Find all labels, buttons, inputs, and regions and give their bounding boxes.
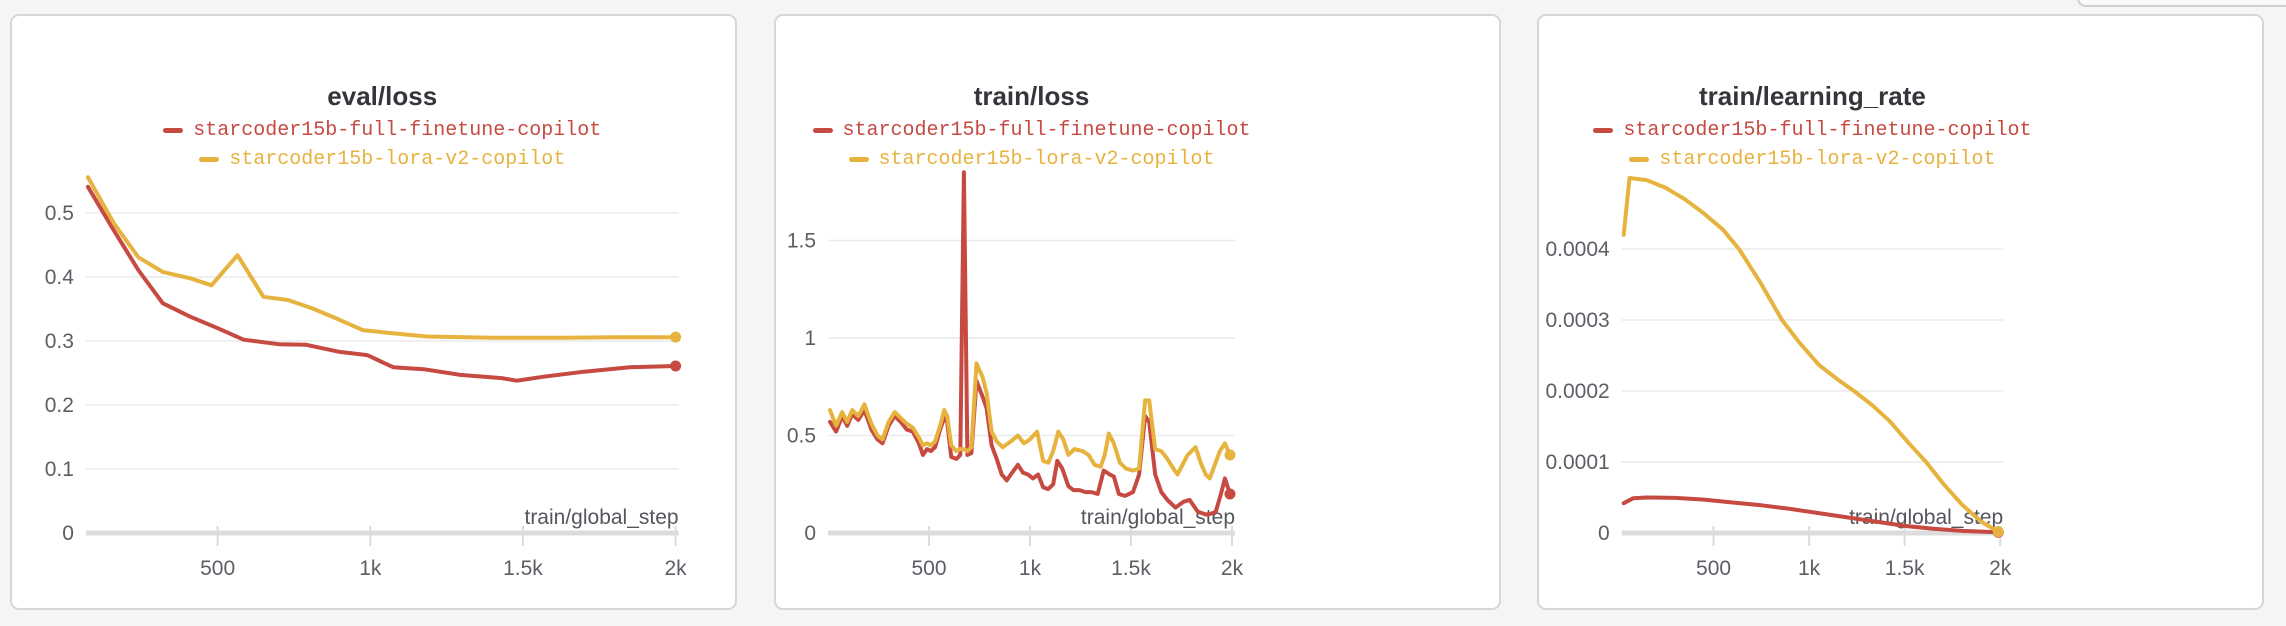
chart-title: train/learning_rate xyxy=(1699,81,1926,111)
chart-header: eval/loss starcoder15b-full-finetune-cop… xyxy=(163,82,601,174)
x-axis-label: train/global_step xyxy=(524,506,678,529)
x-tick-label: 1k xyxy=(1798,557,1821,580)
y-tick-label: 0.0002 xyxy=(1545,380,1609,403)
x-tick-label: 1.5k xyxy=(1111,557,1151,580)
series-line xyxy=(85,175,678,340)
line-chart[interactable]: 0 0.5 1 1.5 500 1k 1.5k 2k train/global_step xyxy=(776,16,1499,608)
series-end-dot xyxy=(1224,449,1236,461)
chart-header: train/loss starcoder15b-full-finetune-co… xyxy=(812,81,1251,174)
y-tick-label: 0 xyxy=(804,522,816,545)
x-axis-label: train/global_step xyxy=(1849,506,2003,529)
x-axis-label: train/global_step xyxy=(1081,506,1235,529)
legend-item[interactable]: starcoder15b-lora-v2-copilot xyxy=(199,145,565,174)
series-line xyxy=(1621,495,2001,535)
x-tick-label: 1k xyxy=(1019,557,1042,580)
series-line xyxy=(85,184,678,383)
legend-item[interactable]: starcoder15b-full-finetune-copilot xyxy=(812,116,1251,145)
series-end-dot xyxy=(1992,526,2004,538)
legend-label: starcoder15b-full-finetune-copilot xyxy=(1623,119,2032,142)
clipped-panel-edge xyxy=(2077,0,2286,7)
y-tick-label: 0.5 xyxy=(787,425,816,448)
chart-legend: starcoder15b-full-finetune-copilot starc… xyxy=(1593,116,2031,174)
legend-swatch-icon xyxy=(163,128,184,133)
series-line xyxy=(828,361,1232,481)
y-tick-label: 0.3 xyxy=(45,330,74,353)
series-end-dot xyxy=(670,331,682,343)
line-chart[interactable]: 0 0.1 0.2 0.3 0.4 0.5 500 1k 1.5k 2k train/global_… xyxy=(12,16,735,608)
chart-panel-eval-loss: eval/loss starcoder15b-full-finetune-cop… xyxy=(10,14,737,610)
y-tick-label: 0.2 xyxy=(45,394,74,417)
series-line xyxy=(828,170,1232,517)
legend-item[interactable]: starcoder15b-lora-v2-copilot xyxy=(848,145,1215,174)
y-tick-label: 1 xyxy=(804,327,816,350)
series-end-dot xyxy=(670,360,682,372)
chart-legend: starcoder15b-full-finetune-copilot starc… xyxy=(812,116,1251,174)
x-tick-label: 500 xyxy=(200,557,235,580)
x-tick-label: 1k xyxy=(359,557,382,580)
legend-item[interactable]: starcoder15b-full-finetune-copilot xyxy=(163,116,601,145)
x-tick-label: 500 xyxy=(911,557,946,580)
x-tick-label: 2k xyxy=(1221,557,1244,580)
chart-title: eval/loss xyxy=(327,81,438,111)
y-tick-label: 0.0003 xyxy=(1545,309,1609,332)
legend-label: starcoder15b-lora-v2-copilot xyxy=(1659,148,1996,171)
x-tick-label: 1.5k xyxy=(1885,557,1925,580)
legend-swatch-icon xyxy=(1593,128,1614,133)
y-tick-label: 0.5 xyxy=(45,202,74,225)
y-tick-label: 1.5 xyxy=(787,230,816,253)
line-chart[interactable]: 0 0.0001 0.0002 0.0003 0.0004 500 1k 1.5k 2k trai… xyxy=(1539,16,2262,608)
x-tick-label: 1.5k xyxy=(503,557,543,580)
legend-item[interactable]: starcoder15b-lora-v2-copilot xyxy=(1629,145,1995,174)
series-end-dot xyxy=(1224,488,1236,500)
legend-label: starcoder15b-lora-v2-copilot xyxy=(229,148,566,171)
y-tick-label: 0 xyxy=(1598,522,1610,545)
y-tick-label: 0.0001 xyxy=(1545,451,1609,474)
x-tick-label: 2k xyxy=(665,557,688,580)
legend-swatch-icon xyxy=(199,157,220,162)
legend-label: starcoder15b-lora-v2-copilot xyxy=(878,148,1215,171)
y-tick-label: 0.1 xyxy=(45,458,74,481)
chart-panel-train-learning-rate: train/learning_rate starcoder15b-full-fi… xyxy=(1537,14,2264,610)
legend-swatch-icon xyxy=(812,128,833,133)
chart-legend: starcoder15b-full-finetune-copilot starc… xyxy=(163,116,601,174)
x-tick-label: 500 xyxy=(1696,557,1731,580)
chart-header: train/learning_rate starcoder15b-full-fi… xyxy=(1593,82,2031,174)
legend-label: starcoder15b-full-finetune-copilot xyxy=(842,119,1251,142)
y-tick-label: 0 xyxy=(62,522,74,545)
y-tick-label: 0.4 xyxy=(45,266,75,289)
chart-panel-train-loss: train/loss starcoder15b-full-finetune-co… xyxy=(774,14,1501,610)
legend-item[interactable]: starcoder15b-full-finetune-copilot xyxy=(1593,116,2031,145)
x-tick-label: 2k xyxy=(1989,557,2012,580)
y-tick-label: 0.0004 xyxy=(1545,238,1610,261)
chart-title: train/loss xyxy=(973,81,1090,111)
legend-swatch-icon xyxy=(1629,157,1650,162)
legend-swatch-icon xyxy=(848,157,869,162)
legend-label: starcoder15b-full-finetune-copilot xyxy=(193,119,602,142)
series-line xyxy=(1621,176,2001,534)
